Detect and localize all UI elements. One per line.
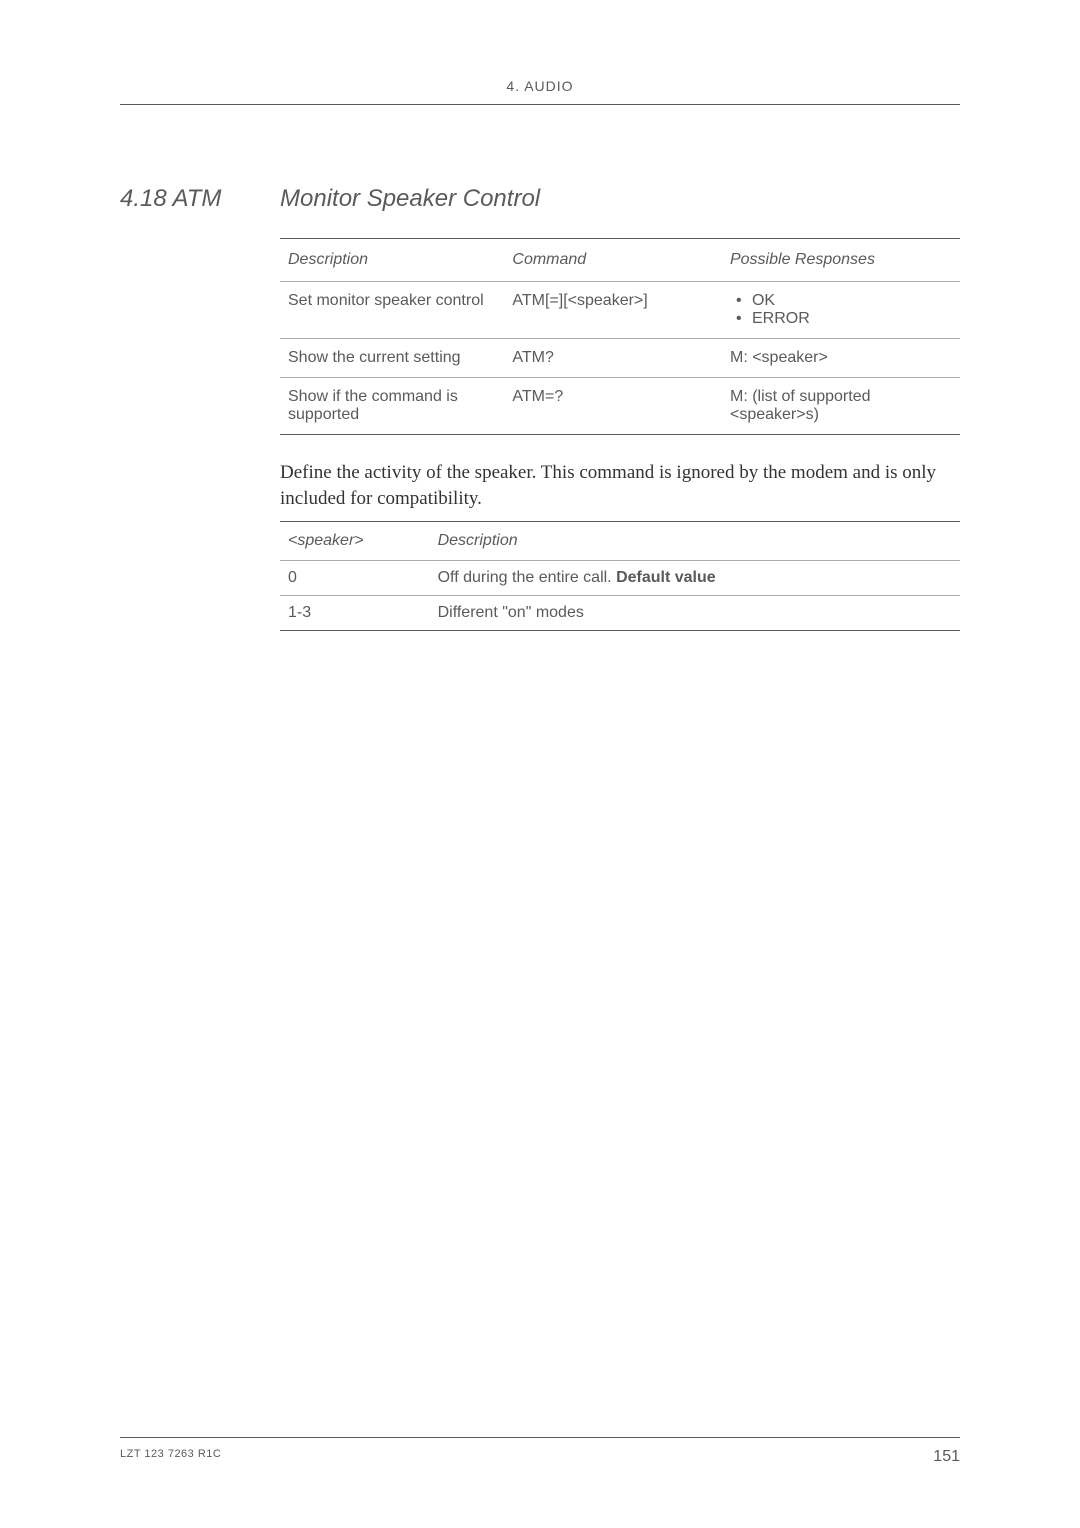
- response-item: OK: [730, 292, 952, 310]
- param-speaker: 1-3: [280, 596, 430, 631]
- main-table: Description Command Possible Responses S…: [280, 238, 960, 435]
- cell-description: Set monitor speaker control: [280, 282, 504, 339]
- page-header: 4. AUDIO: [0, 0, 1080, 94]
- table-container: Description Command Possible Responses S…: [280, 238, 960, 631]
- section-number: 4.18 ATM: [120, 185, 280, 213]
- section-title: Monitor Speaker Control: [280, 185, 540, 213]
- th-command: Command: [504, 239, 722, 282]
- page-number: 151: [933, 1448, 960, 1466]
- cell-description: Show the current setting: [280, 339, 504, 378]
- th-speaker: <speaker>: [280, 522, 430, 561]
- param-row: 0 Off during the entire call. Default va…: [280, 561, 960, 596]
- chapter-label: 4. AUDIO: [506, 78, 573, 94]
- param-desc-bold: Default value: [616, 569, 716, 586]
- param-header-row: <speaker> Description: [280, 522, 960, 561]
- param-table: <speaker> Description 0 Off during the e…: [280, 521, 960, 631]
- cell-responses: M: <speaker>: [722, 339, 960, 378]
- cell-responses: M: (list of supported <speaker>s): [722, 378, 960, 435]
- section-heading: 4.18 ATM Monitor Speaker Control: [120, 185, 960, 213]
- page-footer: LZT 123 7263 R1C 151: [120, 1437, 960, 1466]
- footer-rule: [120, 1437, 960, 1438]
- th-responses: Possible Responses: [722, 239, 960, 282]
- cell-command: ATM=?: [504, 378, 722, 435]
- response-list: OK ERROR: [730, 292, 952, 328]
- param-description: Different "on" modes: [430, 596, 960, 631]
- cell-responses: OK ERROR: [722, 282, 960, 339]
- table-row: Set monitor speaker control ATM[=][<spea…: [280, 282, 960, 339]
- footer-doc-id: LZT 123 7263 R1C: [120, 1448, 221, 1460]
- cell-description: Show if the command is supported: [280, 378, 504, 435]
- param-row: 1-3 Different "on" modes: [280, 596, 960, 631]
- table-row: Show the current setting ATM? M: <speake…: [280, 339, 960, 378]
- content-area: 4.18 ATM Monitor Speaker Control Descrip…: [0, 105, 1080, 631]
- param-desc-text: Off during the entire call.: [438, 569, 616, 586]
- table-header-row: Description Command Possible Responses: [280, 239, 960, 282]
- table-row: Show if the command is supported ATM=? M…: [280, 378, 960, 435]
- param-speaker: 0: [280, 561, 430, 596]
- cell-command: ATM?: [504, 339, 722, 378]
- param-desc-text: Different "on" modes: [438, 604, 584, 621]
- body-paragraph: Define the activity of the speaker. This…: [280, 460, 960, 511]
- th-param-description: Description: [430, 522, 960, 561]
- cell-command: ATM[=][<speaker>]: [504, 282, 722, 339]
- th-description: Description: [280, 239, 504, 282]
- param-description: Off during the entire call. Default valu…: [430, 561, 960, 596]
- response-item: ERROR: [730, 310, 952, 328]
